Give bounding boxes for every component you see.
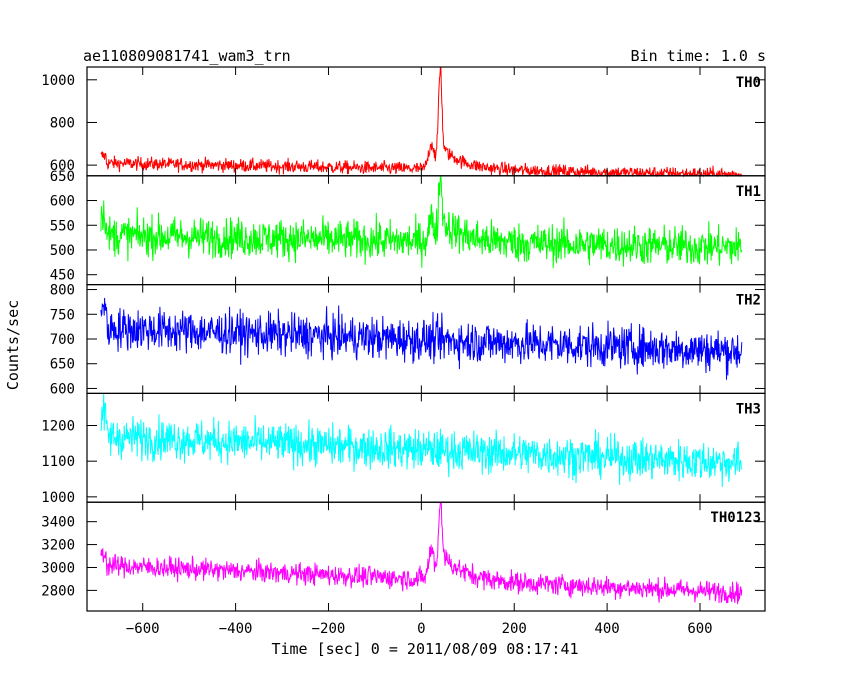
y-tick-label-th0123: 3400	[41, 515, 75, 531]
panel-label-th1: TH1	[736, 184, 761, 200]
panels-group: 6008001000650TH0450500550600TH1600650700…	[41, 66, 766, 637]
y-tick-label-th2: 750	[50, 307, 75, 323]
x-tick-label: 600	[687, 621, 712, 637]
y-tick-label-th2: 800	[50, 283, 75, 299]
y-tick-label-th0123: 3000	[41, 560, 75, 576]
y-tick-label-th3: 1000	[41, 490, 75, 506]
y-tick-label-th2: 600	[50, 381, 75, 397]
panel-label-th3: TH3	[736, 401, 761, 417]
x-tick-label: −200	[312, 621, 346, 637]
panel-frame-th0123	[86, 501, 766, 612]
series-th1	[100, 175, 743, 269]
panel-frame-th0	[86, 66, 766, 177]
x-tick-label: −600	[126, 621, 160, 637]
series-th2	[100, 297, 743, 380]
series-th0	[100, 66, 743, 178]
y-axis-label: Counts/sec	[4, 300, 22, 390]
x-tick-label: 400	[594, 621, 619, 637]
x-axis-label: Time [sec] 0 = 2011/08/09 08:17:41	[271, 640, 578, 658]
series-th0123	[100, 501, 743, 605]
y-tick-label-th0123: 3200	[41, 538, 75, 554]
x-tick-label: 0	[417, 621, 425, 637]
y-tick-label-th1: 600	[50, 194, 75, 210]
y-edge-label-th0: 650	[50, 169, 75, 185]
y-tick-label-th2: 700	[50, 332, 75, 348]
y-tick-label-th1: 500	[50, 243, 75, 259]
panel-label-th2: TH2	[736, 293, 761, 309]
y-tick-label-th0: 800	[50, 115, 75, 131]
series-th3	[100, 393, 743, 488]
y-tick-label-th1: 450	[50, 268, 75, 284]
panel-frame-th1	[86, 175, 766, 286]
y-tick-label-th0123: 2800	[41, 583, 75, 599]
chart-title: ae110809081741_wam3_trn	[83, 47, 291, 65]
y-tick-label-th2: 650	[50, 357, 75, 373]
x-tick-label: 200	[502, 621, 527, 637]
y-tick-label-th1: 550	[50, 218, 75, 234]
y-tick-label-th3: 1200	[41, 419, 75, 435]
y-tick-label-th0: 600	[50, 158, 75, 174]
panel-label-th0123: TH0123	[710, 510, 761, 526]
panel-label-th0: TH0	[736, 75, 761, 91]
x-tick-label: −400	[219, 621, 253, 637]
y-tick-label-th3: 1100	[41, 454, 75, 470]
bin-time-label: Bin time: 1.0 s	[631, 47, 766, 65]
y-tick-label-th0: 1000	[41, 73, 75, 89]
